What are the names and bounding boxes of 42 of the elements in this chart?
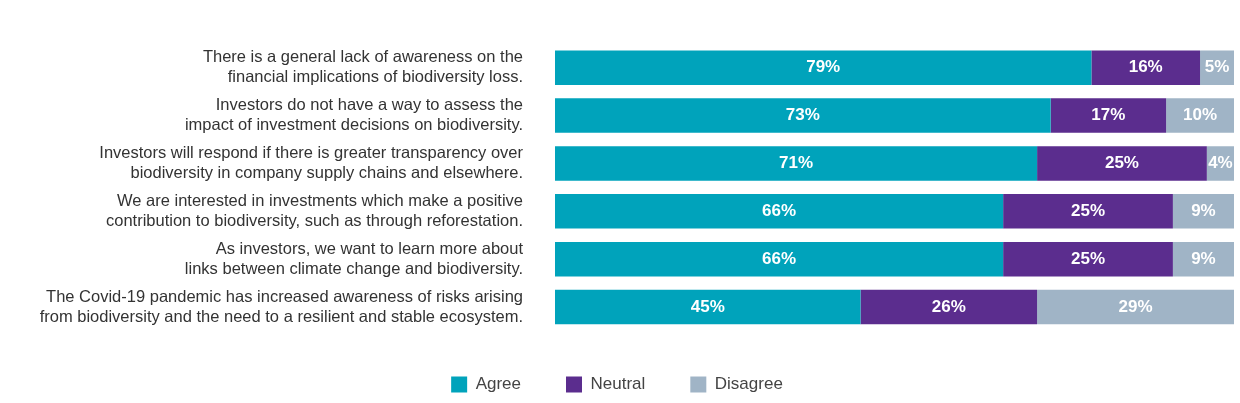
bar bbox=[1091, 50, 1201, 85]
bar bbox=[1172, 194, 1234, 229]
bar bbox=[555, 98, 1051, 133]
data-label: 10% bbox=[1183, 105, 1218, 125]
data-label: 25% bbox=[1104, 153, 1139, 173]
y-tick-label: As investors, we want to learn more about links between climate change and biodiversity. bbox=[184, 238, 524, 277]
bar bbox=[555, 50, 1092, 85]
data-label: 4% bbox=[1208, 153, 1233, 173]
data-label: 66% bbox=[762, 201, 797, 221]
data-label: 5% bbox=[1204, 57, 1230, 77]
y-tick-label: The Covid-19 pandemic has increased awareness of risks arising from biodiversity and the need to a resilient and stable ecosystem. bbox=[39, 286, 523, 325]
bar bbox=[860, 289, 1038, 325]
data-label: 45% bbox=[690, 296, 725, 316]
data-label: 26% bbox=[931, 296, 966, 316]
data-label: 17% bbox=[1091, 105, 1126, 125]
data-label: 71% bbox=[779, 153, 814, 173]
data-label: 9% bbox=[1191, 201, 1216, 221]
bar bbox=[555, 289, 861, 325]
data-label: 79% bbox=[806, 57, 841, 77]
bar bbox=[1003, 194, 1173, 229]
bar bbox=[1037, 146, 1207, 181]
data-label: 73% bbox=[785, 105, 820, 125]
data-label: 66% bbox=[762, 248, 797, 268]
data-label: 16% bbox=[1128, 57, 1163, 77]
bar bbox=[555, 146, 1038, 181]
y-tick-label: Investors do not have a way to assess the impact of investment decisions on biodiversity. bbox=[184, 95, 523, 134]
bar bbox=[1037, 289, 1234, 325]
legend-label: Disagree bbox=[714, 374, 783, 394]
y-tick-label: Investors will respond if there is greater transparency over biodiversity in company supply chains and elsewhere. bbox=[99, 143, 524, 181]
data-label: 25% bbox=[1071, 201, 1106, 221]
y-tick-label: We are interested in investments which make a positive contribution to biodiversity, such as through reforestation. bbox=[105, 190, 523, 229]
y-tick-label: There is a general lack of awareness on the financial implications of biodiversity loss. bbox=[202, 47, 523, 86]
bar bbox=[1050, 98, 1167, 133]
data-label: 25% bbox=[1071, 248, 1106, 268]
bar bbox=[555, 194, 1004, 229]
data-label: 9% bbox=[1191, 248, 1216, 268]
bar bbox=[1003, 241, 1173, 277]
legend-label: Agree bbox=[475, 374, 522, 394]
bar bbox=[555, 241, 1004, 277]
data-label: 29% bbox=[1118, 296, 1153, 316]
bar bbox=[1166, 98, 1234, 133]
legend-label: Neutral bbox=[590, 374, 646, 394]
